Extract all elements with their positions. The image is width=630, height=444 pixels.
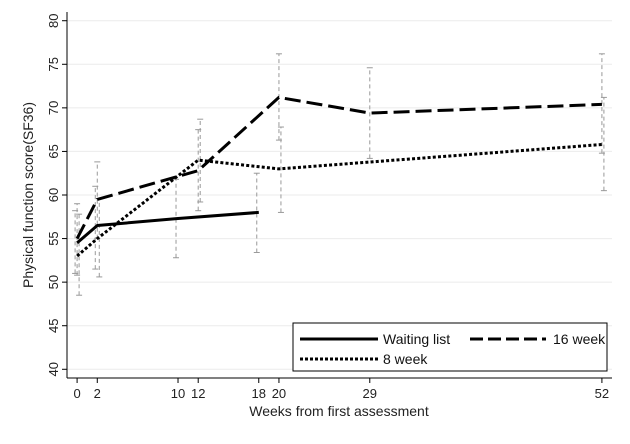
y-tick-label-50: 50 — [46, 275, 61, 289]
series-line-16-week — [75, 95, 602, 240]
series-lines — [75, 95, 603, 258]
legend-label-16-week: 16 week — [553, 331, 606, 347]
x-tick-label-29: 29 — [363, 386, 377, 401]
legend-box — [292, 322, 608, 372]
y-tick-label-75: 75 — [46, 57, 61, 71]
x-tick-label-12: 12 — [191, 386, 205, 401]
x-tick-label-2: 2 — [94, 386, 101, 401]
y-tick-label-60: 60 — [46, 188, 61, 202]
y-tick-label-65: 65 — [46, 144, 61, 158]
x-tick-label-18: 18 — [252, 386, 266, 401]
gridlines — [67, 20, 612, 370]
y-axis-title: Physical function score(SF36) — [20, 102, 36, 288]
y-tick-label-80: 80 — [46, 13, 61, 27]
legend-label-8-week: 8 week — [383, 351, 428, 367]
legend: Waiting list 16 week 8 week — [292, 322, 608, 372]
series-line-8-week — [76, 143, 603, 258]
y-tick-label-40: 40 — [46, 362, 61, 376]
x-tick-label-0: 0 — [73, 386, 80, 401]
x-tick-label-20: 20 — [272, 386, 286, 401]
y-tick-label-70: 70 — [46, 101, 61, 115]
x-tick-label-52: 52 — [595, 386, 609, 401]
x-axis-title: Weeks from first assessment — [249, 403, 429, 419]
x-tick-label-10: 10 — [171, 386, 185, 401]
y-tick-label-55: 55 — [46, 231, 61, 245]
axis-ticks: 40 45 50 55 60 65 70 75 80 0 2 10 12 18 20 29 52 — [46, 13, 609, 401]
legend-label-waiting-list: Waiting list — [383, 331, 450, 347]
y-tick-label-45: 45 — [46, 318, 61, 332]
series-line-waiting-list — [76, 210, 259, 245]
